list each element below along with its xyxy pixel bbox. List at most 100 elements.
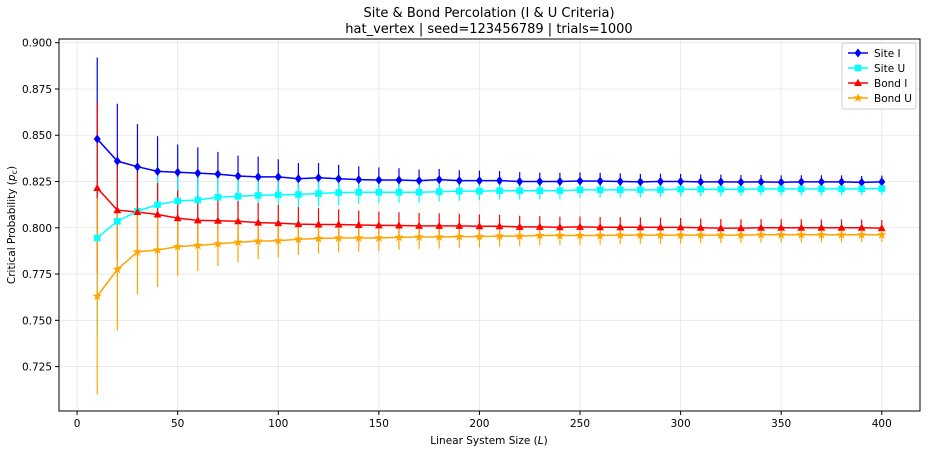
site-u-point [93,234,101,242]
site-i-point [113,156,121,166]
plot-frame [58,38,921,412]
chart-title: Site & Bond Percolation (I & U Criteria) [363,6,614,21]
bond-u-point [655,230,666,240]
site-u-point [717,185,725,193]
site-u-point [194,196,202,204]
y-axis-label: Critical Probability (pc) [6,166,19,284]
bond-u-point [172,241,183,251]
bond-i-point [133,207,142,216]
site-u-point [576,186,584,194]
site-i-point [335,174,343,184]
site-i-point [757,177,765,187]
bond-u-point [514,231,525,241]
bond-i-point [676,223,685,231]
bond-i-point [395,221,403,229]
legend-label-site-u: Site U [874,63,905,75]
site-u-point [757,185,765,193]
bond-i-point [334,220,343,228]
site-i-point [455,176,463,186]
site-i-point [697,177,705,187]
bond-u-point [856,229,867,239]
bond-i-point [656,223,665,231]
site-i-point [636,177,644,187]
site-u-point [295,191,302,198]
site-i-point [133,162,141,172]
bond-u-point [152,244,163,255]
site-i-point [677,177,685,187]
site-i-point [616,177,624,187]
legend-label-bond-u: Bond U [874,93,912,105]
x-axis-label-text: Linear System Size ( [430,435,537,447]
legend: Site I Site U Bond I Bond U [841,42,917,110]
bond-i-point [173,213,182,222]
bond-u-point [333,232,344,242]
site-i-point [93,134,101,144]
site-u-point [516,187,523,195]
site-u-point [777,185,785,193]
bond-i-point [435,221,444,229]
y-tick-label: 0.725 [22,362,52,374]
bond-i-point [777,223,786,231]
x-tick-label: 150 [369,418,389,430]
bond-i-point [857,223,866,231]
site-i-point [234,171,242,181]
site-u-point [315,190,322,197]
bond-u-point [233,237,243,247]
y-axis-label-text: Critical Probability ( [6,181,18,284]
bond-i-point [737,223,745,232]
site-i-point [355,175,363,185]
site-i-line [96,138,882,184]
bond-i-line [96,187,882,229]
bond-u-point [716,230,726,240]
site-u-point [214,193,222,201]
x-axis-label: Linear System Size (L) [430,435,547,447]
site-u-point [596,186,604,194]
site-u-point [174,197,181,205]
site-u-point [838,185,845,193]
x-axis-ticks: 0 50 100 150 200 250 300 350 400 [74,411,892,430]
site-u-point [395,188,403,196]
site-u-point [818,185,825,193]
y-tick-label: 0.850 [22,130,52,142]
site-i-point [576,176,584,186]
site-i-point [797,177,805,187]
x-tick-label: 300 [671,418,691,430]
site-i-point [294,174,302,184]
y-axis-label-var: p [6,174,18,182]
bond-i-point [374,221,383,229]
x-tick-label: 50 [171,418,184,430]
legend-marker-bond-u [853,93,863,103]
series-lines [96,138,882,297]
bond-i-point [113,205,122,214]
site-u-point [415,188,423,196]
site-i-point [878,177,886,187]
x-tick-label: 350 [771,418,791,430]
bond-i-point [837,223,846,231]
bond-i-point [636,223,645,231]
site-u-point [234,193,242,200]
bond-i-point [616,223,625,231]
site-u-point [737,185,745,193]
x-tick-label: 200 [469,418,489,430]
site-i-point [556,177,564,187]
bond-u-point [414,232,424,242]
x-tick-label: 250 [570,418,590,430]
site-i-point [475,176,483,186]
site-i-point [717,177,725,187]
site-i-point [817,177,825,187]
bond-i-point [214,216,222,224]
x-axis-label-var: L [538,435,544,447]
bond-u-point [374,232,384,242]
site-u-point [254,192,262,199]
site-i-point [194,168,202,178]
legend-marker-bond-i [854,78,862,86]
bond-u-point [394,232,404,242]
bond-i-point [153,210,162,218]
x-axis-label-end: ) [544,435,548,447]
bond-i-point [93,183,102,191]
site-i-point [777,177,785,187]
site-u-point [154,201,161,208]
bond-u-point [555,230,565,240]
site-u-point [697,185,705,193]
bond-u-point [615,230,626,240]
